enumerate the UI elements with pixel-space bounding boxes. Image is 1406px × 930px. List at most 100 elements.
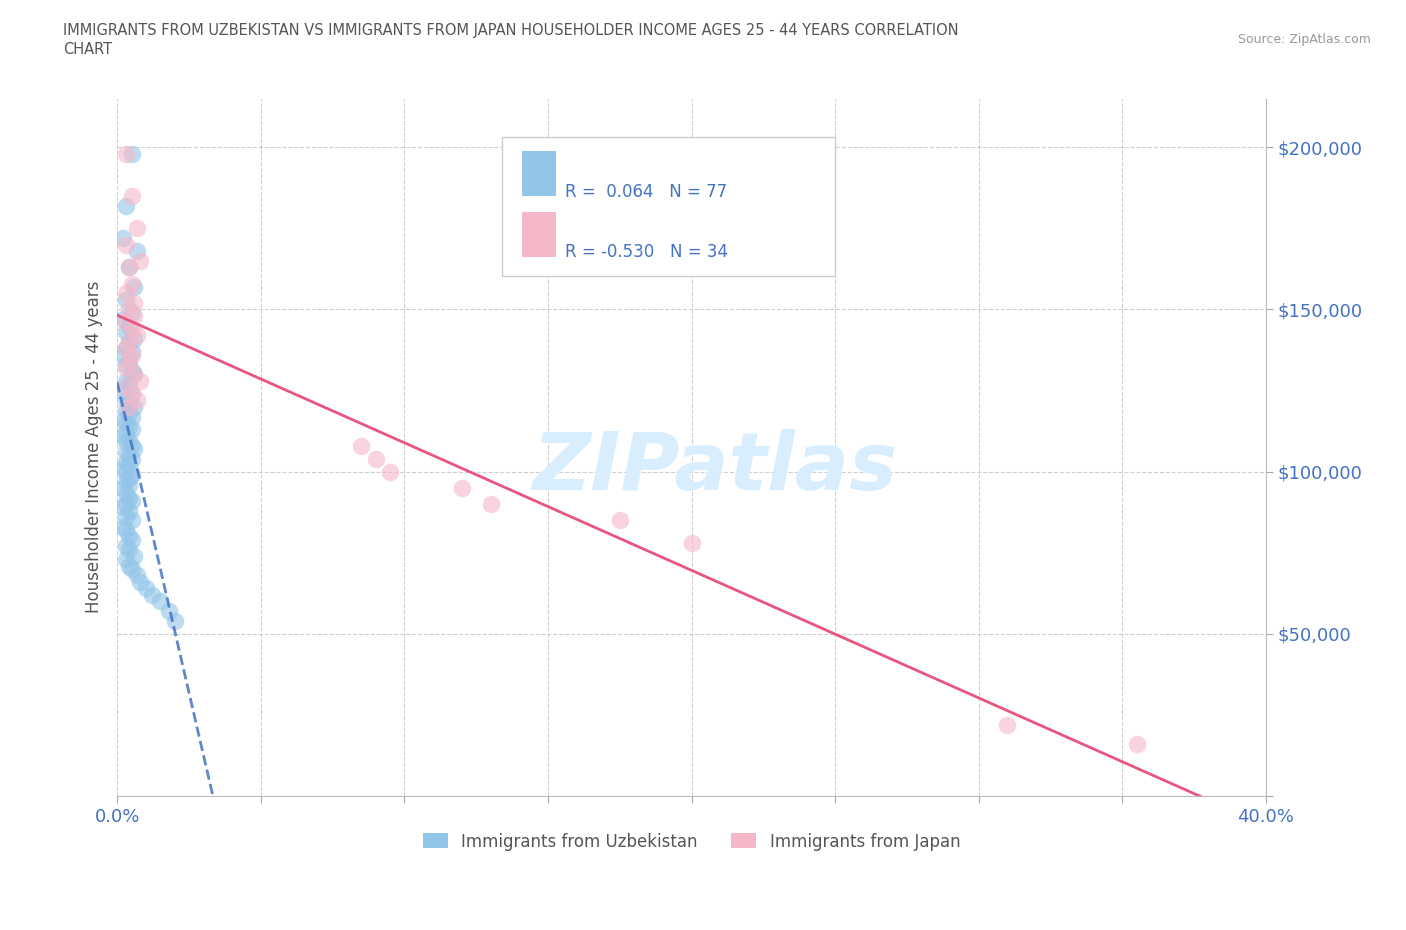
Point <box>114 425 136 440</box>
Point <box>118 448 141 463</box>
Point <box>121 276 143 291</box>
Point <box>118 405 141 420</box>
Point <box>114 237 136 252</box>
Y-axis label: Householder Income Ages 25 - 44 years: Householder Income Ages 25 - 44 years <box>86 281 103 614</box>
Point <box>124 549 146 564</box>
Point <box>149 594 172 609</box>
Point <box>114 392 136 407</box>
Point <box>378 464 401 479</box>
Point <box>118 490 141 505</box>
Point <box>114 551 136 566</box>
Point <box>114 357 136 372</box>
Point <box>129 373 152 388</box>
Point <box>114 379 136 394</box>
Point <box>111 429 134 444</box>
Point <box>118 259 141 274</box>
Point <box>121 422 143 437</box>
Point <box>118 458 141 472</box>
Point <box>124 279 146 294</box>
Point <box>118 542 141 557</box>
Point <box>129 253 152 268</box>
Point <box>118 418 141 433</box>
Text: ZIPatlas: ZIPatlas <box>531 430 897 507</box>
Point <box>114 455 136 470</box>
Point <box>114 325 136 339</box>
Bar <box>522 212 555 257</box>
Point <box>124 367 146 382</box>
Point <box>111 383 134 398</box>
Point <box>121 364 143 379</box>
Point <box>127 244 149 259</box>
Point <box>121 409 143 424</box>
Point <box>127 328 149 343</box>
Point <box>114 403 136 418</box>
Point <box>114 373 136 388</box>
Point <box>121 386 143 401</box>
Point <box>118 477 141 492</box>
Point <box>127 568 149 583</box>
Point <box>114 487 136 502</box>
Point <box>118 318 141 333</box>
Point <box>118 335 141 350</box>
Point <box>681 536 703 551</box>
Point <box>121 512 143 527</box>
Point <box>163 614 186 629</box>
Point <box>997 717 1019 732</box>
Bar <box>522 151 555 196</box>
Point <box>114 435 136 450</box>
Text: CHART: CHART <box>63 42 112 57</box>
Text: Source: ZipAtlas.com: Source: ZipAtlas.com <box>1237 33 1371 46</box>
Point <box>121 438 143 453</box>
Point <box>114 315 136 330</box>
Point <box>364 451 387 466</box>
Point <box>111 231 134 246</box>
Point <box>114 341 136 356</box>
Point <box>1125 737 1147 751</box>
Point <box>121 344 143 359</box>
Point <box>124 309 146 324</box>
Point <box>114 361 136 376</box>
Point <box>350 438 373 453</box>
Point <box>450 481 472 496</box>
Point <box>118 399 141 414</box>
Point <box>118 432 141 446</box>
Point <box>135 581 157 596</box>
Point <box>157 604 180 618</box>
Point <box>114 198 136 213</box>
Legend: Immigrants from Uzbekistan, Immigrants from Japan: Immigrants from Uzbekistan, Immigrants f… <box>416 826 967 857</box>
Point <box>114 538 136 553</box>
Point <box>124 399 146 414</box>
Point <box>121 386 143 401</box>
Point <box>124 331 146 346</box>
Point <box>118 503 141 518</box>
Point <box>118 259 141 274</box>
Point <box>114 286 136 300</box>
Point <box>114 146 136 161</box>
Point <box>118 302 141 317</box>
Point <box>114 341 136 356</box>
Point <box>114 292 136 307</box>
Point <box>111 461 134 476</box>
Point <box>111 519 134 534</box>
Point <box>111 481 134 496</box>
Point <box>121 532 143 547</box>
Point <box>609 512 631 527</box>
Point <box>114 474 136 489</box>
Point <box>118 529 141 544</box>
Point <box>114 416 136 431</box>
Point <box>121 451 143 466</box>
Point <box>111 499 134 514</box>
Point <box>121 305 143 320</box>
Point <box>121 468 143 483</box>
Point <box>114 523 136 538</box>
Point <box>118 558 141 573</box>
Point <box>121 189 143 204</box>
Point <box>118 354 141 369</box>
Point <box>121 146 143 161</box>
Point <box>121 562 143 577</box>
Point <box>121 494 143 509</box>
Point <box>124 367 146 382</box>
Point <box>111 412 134 427</box>
Point <box>111 348 134 363</box>
Point <box>124 442 146 457</box>
